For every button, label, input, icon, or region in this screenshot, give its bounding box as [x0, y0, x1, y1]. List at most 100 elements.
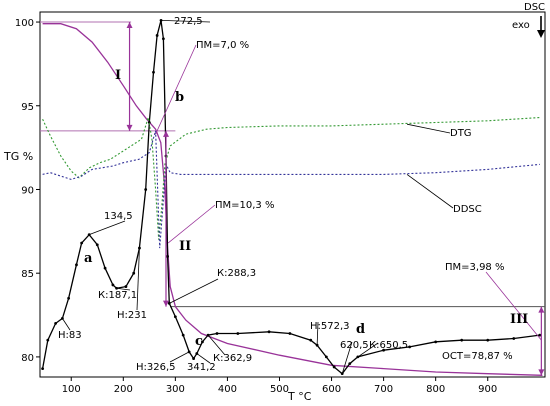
- annotation-c: c: [195, 334, 203, 349]
- annotation-h3265: Н:326,5: [136, 362, 176, 373]
- marker-arrowhead-icon: [126, 124, 133, 131]
- dsc-point: [288, 332, 292, 335]
- dsc-point: [434, 340, 438, 344]
- dsc-point: [95, 243, 99, 247]
- marker-arrowhead-icon: [162, 130, 169, 137]
- annotation-3412: 341,2: [187, 362, 216, 373]
- dsc-point: [132, 271, 136, 275]
- annotation-pm-1: ПМ=7,0 %: [196, 40, 249, 51]
- dsc-point: [144, 188, 148, 191]
- leader-line: [136, 248, 140, 311]
- x-tick-label: 700: [374, 384, 393, 395]
- leader-line: [155, 44, 197, 135]
- annotation-pm-3: ПМ=3,98 %: [445, 262, 504, 273]
- dsc-point: [181, 333, 185, 337]
- dsc-point: [152, 70, 155, 74]
- leader-line: [89, 220, 126, 236]
- marker-arrowhead-icon: [126, 22, 133, 29]
- x-axis-label: T °C: [287, 390, 312, 403]
- leader-line: [406, 123, 451, 134]
- x-tick-label: 200: [114, 384, 133, 395]
- reference-lines: [40, 21, 545, 308]
- roman-ii: II: [179, 239, 191, 254]
- dsc-point: [41, 367, 45, 371]
- annotation-d: d: [356, 322, 365, 337]
- leader-line: [485, 271, 542, 341]
- annotation-b: b: [175, 90, 184, 105]
- leader-line: [169, 351, 190, 363]
- leader-line: [316, 321, 319, 346]
- dsc-point: [173, 315, 177, 319]
- dsc-point: [111, 283, 115, 287]
- annotation-6205: 620,5: [340, 340, 369, 351]
- x-tick-label: 300: [166, 384, 185, 395]
- right-axis-label: DSC: [524, 2, 545, 13]
- dsc-point: [155, 34, 159, 37]
- leader-line: [341, 341, 353, 374]
- dsc-point: [75, 263, 78, 267]
- marker-arrowhead-icon: [162, 300, 169, 307]
- dsc-point: [460, 338, 464, 342]
- roman-iii: III: [510, 312, 528, 327]
- annotation-h231: Н:231: [117, 310, 147, 321]
- leader-line: [207, 334, 226, 356]
- y-tick-label: 85: [21, 269, 34, 280]
- leader-line: [406, 174, 454, 209]
- x-tick-label: 100: [62, 384, 81, 395]
- annotation-1345: 134,5: [104, 211, 133, 222]
- dsc-point: [192, 357, 195, 360]
- series-ddsc-line: [42, 130, 540, 249]
- dsc-point: [124, 285, 128, 288]
- dsc-point: [332, 365, 336, 369]
- x-tick-label: 900: [478, 384, 497, 395]
- dsc-point: [87, 233, 91, 237]
- x-tick-label: 600: [322, 384, 341, 395]
- marker-arrowhead-icon: [538, 306, 545, 313]
- dsc-point: [215, 332, 219, 335]
- series-layer: [41, 18, 543, 376]
- dsc-point: [187, 350, 191, 354]
- annotation-oct: ОСТ=78,87 %: [442, 351, 513, 362]
- dsc-point: [309, 338, 313, 342]
- leader-lines: [62, 19, 542, 374]
- y-tick-label: 90: [21, 185, 34, 196]
- y-tick-label: 80: [21, 353, 34, 364]
- dsc-point: [348, 362, 352, 366]
- leader-line: [116, 287, 131, 291]
- y-tick-label: 95: [21, 102, 34, 113]
- annotation-a: a: [84, 251, 93, 266]
- dsc-point: [324, 355, 328, 359]
- dsc-point: [236, 332, 240, 335]
- dsc-point: [166, 255, 169, 258]
- dsc-point: [382, 348, 386, 352]
- leader-line: [196, 353, 211, 364]
- x-tick-label: 400: [218, 384, 237, 395]
- annotation-peak-2725: 272,5: [174, 16, 203, 27]
- right-axis-sublabel: exo: [512, 20, 530, 31]
- dsc-point: [46, 338, 50, 342]
- leader-line: [167, 204, 216, 244]
- x-tick-label: 500: [270, 384, 289, 395]
- dsc-point: [147, 121, 151, 124]
- leader-line: [62, 318, 71, 331]
- plot-frame: [39, 11, 546, 378]
- dsc-point: [103, 266, 107, 270]
- dsc-point: [538, 333, 542, 337]
- leader-line: [161, 19, 211, 23]
- annotation-pm-2: ПМ=10,3 %: [215, 200, 274, 211]
- annotation-k3629: К:362,9: [213, 353, 252, 364]
- leader-line: [357, 342, 379, 358]
- exo-arrowhead-icon: [537, 30, 545, 38]
- marker-arrowhead-icon: [538, 369, 545, 376]
- dsc-point: [408, 345, 412, 349]
- leader-line: [169, 278, 219, 304]
- annotation-k1871: К:187,1: [98, 290, 137, 301]
- series-dtg-line: [42, 116, 540, 240]
- annotation-h5723: Н:572,3: [310, 321, 350, 332]
- x-tick-label: 800: [426, 384, 445, 395]
- y-axis-label: TG %: [3, 150, 33, 163]
- y-tick-label: 100: [15, 18, 34, 29]
- legend-ddsc: DDSC: [453, 204, 482, 215]
- roman-i: I: [115, 68, 121, 83]
